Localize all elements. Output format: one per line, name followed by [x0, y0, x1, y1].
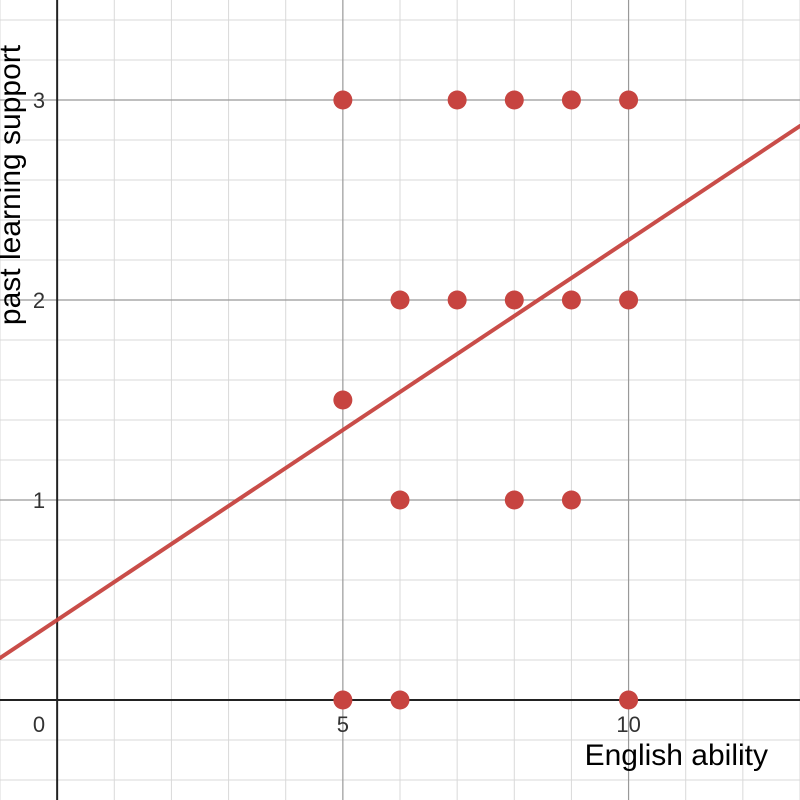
data-point	[390, 490, 410, 510]
data-point	[561, 90, 581, 110]
tick-labels: 5 10 1 2 3 0	[33, 88, 641, 737]
data-point	[447, 90, 467, 110]
y-tick-label: 1	[33, 488, 45, 513]
data-point	[333, 90, 353, 110]
data-point	[504, 490, 524, 510]
y-axis-label: past learning support	[0, 44, 27, 325]
data-point	[333, 690, 353, 710]
y-tick-label: 3	[33, 88, 45, 113]
data-point	[561, 290, 581, 310]
x-tick-label: 10	[616, 712, 640, 737]
trendline-layer	[0, 124, 800, 660]
data-points	[333, 90, 639, 710]
x-axis-label: English ability	[585, 739, 768, 772]
data-point	[390, 690, 410, 710]
y-tick-label: 2	[33, 288, 45, 313]
data-point	[390, 290, 410, 310]
x-tick-label: 5	[337, 712, 349, 737]
data-point	[619, 90, 639, 110]
trendline	[0, 124, 800, 660]
data-point	[504, 290, 524, 310]
origin-label: 0	[33, 712, 45, 737]
data-point	[619, 690, 639, 710]
data-point	[504, 90, 524, 110]
data-point	[333, 390, 353, 410]
data-point	[619, 290, 639, 310]
data-point	[447, 290, 467, 310]
data-point	[561, 490, 581, 510]
